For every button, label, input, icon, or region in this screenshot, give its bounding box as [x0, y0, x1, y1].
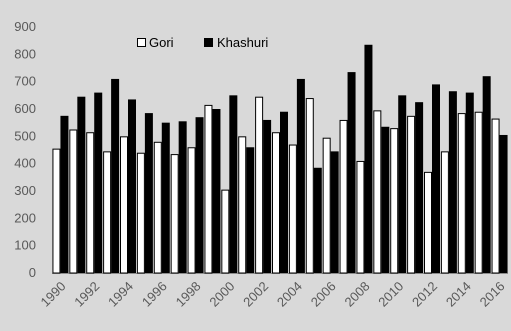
bar-khashuri-2016 — [499, 134, 508, 273]
y-tick-label: 300 — [14, 183, 36, 198]
bar-gori-2014 — [457, 113, 466, 274]
bar-gori-2010 — [390, 128, 399, 274]
bar-khashuri-2013 — [448, 91, 457, 273]
y-tick-label: 600 — [14, 101, 36, 116]
bar-gori-2005 — [305, 98, 314, 274]
bar-khashuri-1995 — [144, 113, 153, 273]
bar-gori-1998 — [187, 147, 196, 274]
bar-gori-1999 — [204, 104, 213, 274]
bar-gori-1997 — [170, 154, 179, 274]
bar-gori-2012 — [424, 171, 432, 274]
bar-khashuri-1991 — [77, 96, 86, 273]
bar-gori-1992 — [86, 132, 95, 274]
bar-gori-2013 — [440, 151, 449, 274]
bar-khashuri-2003 — [280, 111, 288, 273]
bar-gori-1994 — [120, 136, 128, 274]
bar-gori-2007 — [339, 119, 348, 274]
bar-khashuri-1998 — [195, 117, 204, 273]
bar-gori-2001 — [238, 136, 247, 274]
bar-gori-2002 — [255, 96, 264, 274]
bar-khashuri-1996 — [161, 122, 170, 274]
bar-gori-2008 — [356, 160, 365, 274]
bar-khashuri-1994 — [128, 99, 136, 273]
bar-gori-2009 — [373, 110, 382, 274]
bar-khashuri-2006 — [330, 151, 339, 273]
bar-khashuri-1997 — [178, 121, 187, 273]
bar-khashuri-2000 — [229, 95, 238, 273]
bar-gori-1991 — [69, 129, 78, 274]
bar-khashuri-2008 — [364, 44, 373, 274]
bar-khashuri-2005 — [313, 167, 322, 273]
bar-gori-2003 — [272, 132, 280, 274]
y-tick-label: 400 — [14, 156, 36, 171]
legend: Gori Khashuri — [137, 35, 268, 50]
bar-khashuri-2012 — [432, 84, 440, 274]
bar-khashuri-1999 — [212, 109, 221, 273]
y-axis: 0 100 200 300 400 500 600 700 800 900 — [14, 19, 36, 280]
bar-khashuri-1990 — [60, 115, 69, 273]
legend-swatch-khashuri — [204, 38, 213, 47]
bar-khashuri-2009 — [381, 126, 390, 274]
bar-gori-2004 — [288, 144, 297, 274]
legend-swatch-gori — [137, 38, 146, 47]
bar-gori-1990 — [52, 148, 61, 274]
bar-khashuri-2014 — [465, 92, 474, 273]
legend-label-khashuri: Khashuri — [217, 35, 268, 50]
bar-gori-2016 — [491, 118, 500, 274]
y-tick-label: 500 — [14, 128, 36, 143]
bar-gori-1996 — [153, 141, 162, 274]
legend-label-gori: Gori — [149, 35, 174, 50]
bar-khashuri-2011 — [415, 102, 424, 274]
bar-gori-2011 — [407, 115, 416, 274]
y-tick-label: 0 — [29, 265, 36, 280]
bar-khashuri-1992 — [94, 92, 103, 273]
y-tick-label: 100 — [14, 238, 36, 253]
bar-khashuri-2007 — [347, 72, 356, 273]
bar-gori-2006 — [322, 137, 331, 274]
y-tick-label: 200 — [14, 210, 36, 225]
bar-gori-2000 — [221, 189, 230, 274]
bar-khashuri-2002 — [263, 119, 272, 273]
bar-gori-1995 — [136, 152, 145, 274]
bar-khashuri-2010 — [398, 95, 407, 273]
y-tick-label: 700 — [14, 74, 36, 89]
bar-khashuri-1993 — [111, 78, 120, 273]
y-tick-label: 900 — [14, 19, 36, 34]
y-tick-label: 800 — [14, 46, 36, 61]
bar-gori-2015 — [474, 111, 483, 274]
bar-gori-1993 — [103, 151, 112, 274]
bar-khashuri-2001 — [246, 147, 255, 273]
bar-khashuri-2015 — [482, 76, 491, 273]
bar-khashuri-2004 — [296, 78, 305, 273]
bars — [52, 44, 508, 274]
